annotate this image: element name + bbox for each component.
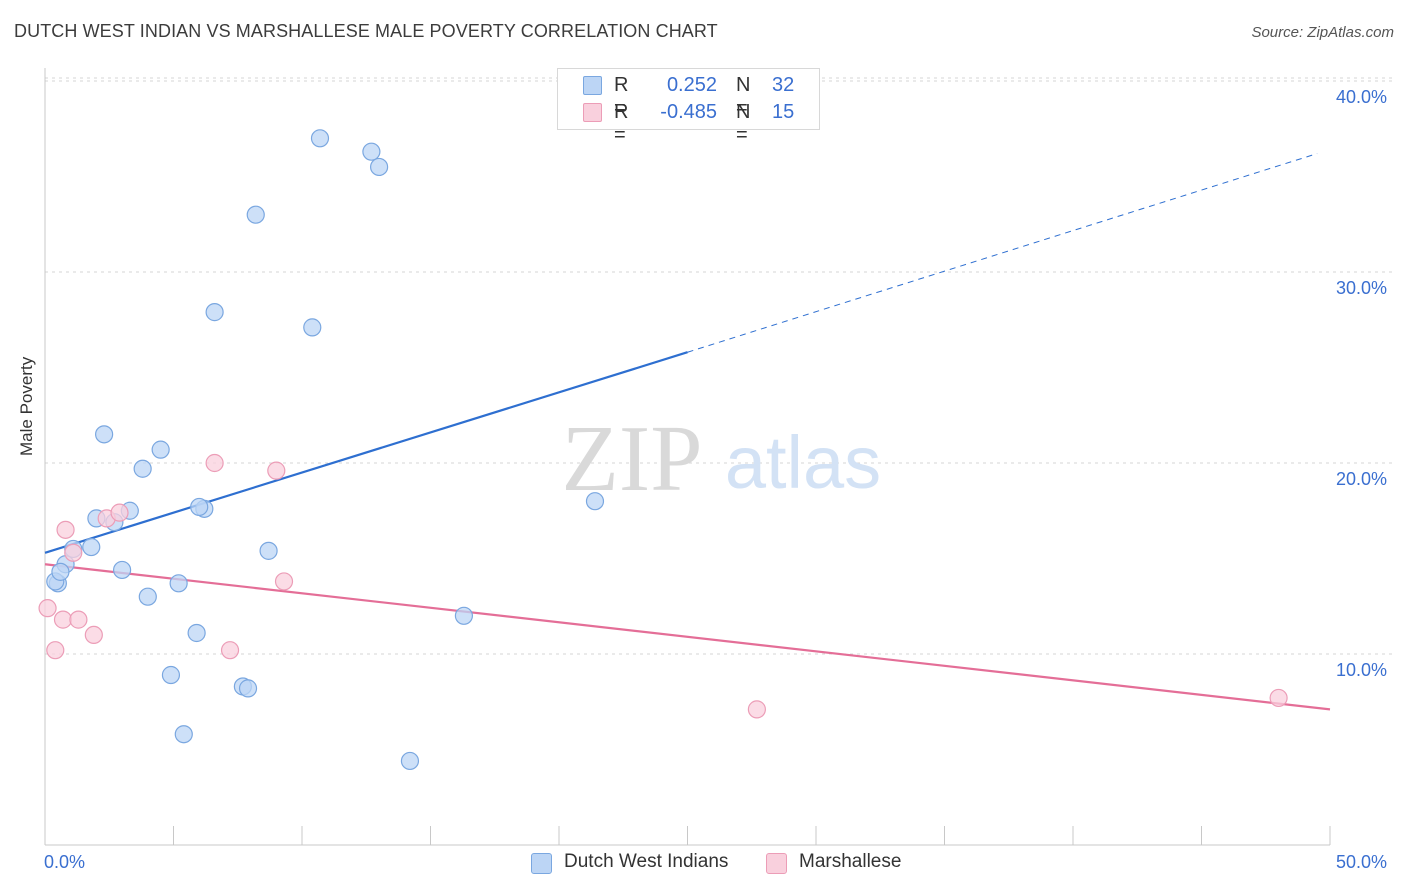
trendline-1 [44,563,1331,711]
data-point-dutch-west-indians-6 [95,425,114,444]
data-point-dutch-west-indians-23 [138,587,157,606]
data-point-dutch-west-indians-10 [190,497,209,517]
data-point-dutch-west-indians-8 [133,459,152,478]
data-point-marshallese-7 [53,610,73,629]
data-point-marshallese-8 [69,610,88,629]
r-value: -0.485 [660,101,717,123]
x-axis-min-label: 0.0% [44,852,86,872]
axes [44,68,1331,846]
series-legend: Dutch West Indians Marshallese [0,851,1406,879]
data-point-marshallese-6 [38,599,57,618]
r-label: R = [614,101,629,146]
data-point-dutch-west-indians-24 [187,623,206,643]
data-point-dutch-west-indians-0 [310,129,330,148]
data-point-dutch-west-indians-21 [112,560,132,580]
data-point-dutch-west-indians-3 [246,205,265,224]
y-tick-10: 10.0% [1336,660,1388,680]
y-tick-20: 20.0% [1336,469,1388,489]
legend-swatch-pink [766,853,787,874]
data-point-marshallese-3 [110,503,129,522]
data-point-dutch-west-indians-16 [82,537,101,557]
data-point-dutch-west-indians-7 [151,440,170,459]
data-point-dutch-west-indians-2 [370,157,389,177]
chart-title: DUTCH WEST INDIAN VS MARSHALLESE MALE PO… [14,21,718,41]
watermark-zip: ZIP [562,407,703,511]
data-point-marshallese-10 [46,641,65,660]
legend-label: Marshallese [799,851,902,872]
watermark-atlas: atlas [725,421,881,504]
data-point-marshallese-4 [56,520,75,539]
r-value: 0.252 [666,74,717,96]
legend-swatch-blue [531,853,552,874]
stats-swatch-blue [583,76,602,95]
y-tick-40: 40.0% [1336,87,1388,107]
y-axis-title: Male Poverty [17,356,36,456]
x-axis-max-label: 50.0% [1336,852,1388,872]
data-point-dutch-west-indians-29 [174,725,193,744]
data-point-marshallese-0 [205,453,224,473]
n-label: N = [736,101,751,146]
data-point-marshallese-12 [274,572,294,591]
trendline-0 [44,351,688,554]
gridlines [45,77,1392,655]
n-value: 15 [772,101,795,123]
trendlines [44,153,1331,711]
data-point-dutch-west-indians-11 [259,541,278,560]
y-tick-30: 30.0% [1336,278,1388,298]
data-point-marshallese-13 [747,700,766,719]
data-point-dutch-west-indians-1 [362,142,381,161]
data-point-dutch-west-indians-28 [161,665,181,685]
r-label: R = [614,74,629,119]
legend-label: Dutch West Indians [564,851,729,872]
stats-legend: R = 0.252 N = 32 R = -0.485 N = 15 [557,68,820,146]
n-value: 32 [772,74,795,96]
stats-swatch-pink [583,103,602,122]
data-point-marshallese-14 [1269,688,1288,708]
watermark: ZIP atlas [562,407,882,511]
data-point-marshallese-1 [267,461,286,480]
data-point-dutch-west-indians-30 [400,751,420,771]
data-point-dutch-west-indians-27 [238,679,258,698]
data-point-dutch-west-indians-12 [585,492,605,511]
n-label: N = [736,74,751,119]
data-point-dutch-west-indians-5 [303,318,322,337]
source-credit: Source: ZipAtlas.com [1251,24,1394,41]
data-point-dutch-west-indians-22 [169,574,188,593]
trendline-extension-0 [687,153,1318,353]
data-point-dutch-west-indians-4 [205,303,224,322]
data-point-marshallese-9 [84,625,103,645]
data-point-marshallese-5 [64,543,83,562]
data-point-dutch-west-indians-31 [51,562,70,581]
data-point-dutch-west-indians-25 [454,606,474,625]
data-point-marshallese-11 [220,641,240,660]
data-points [38,129,1288,771]
